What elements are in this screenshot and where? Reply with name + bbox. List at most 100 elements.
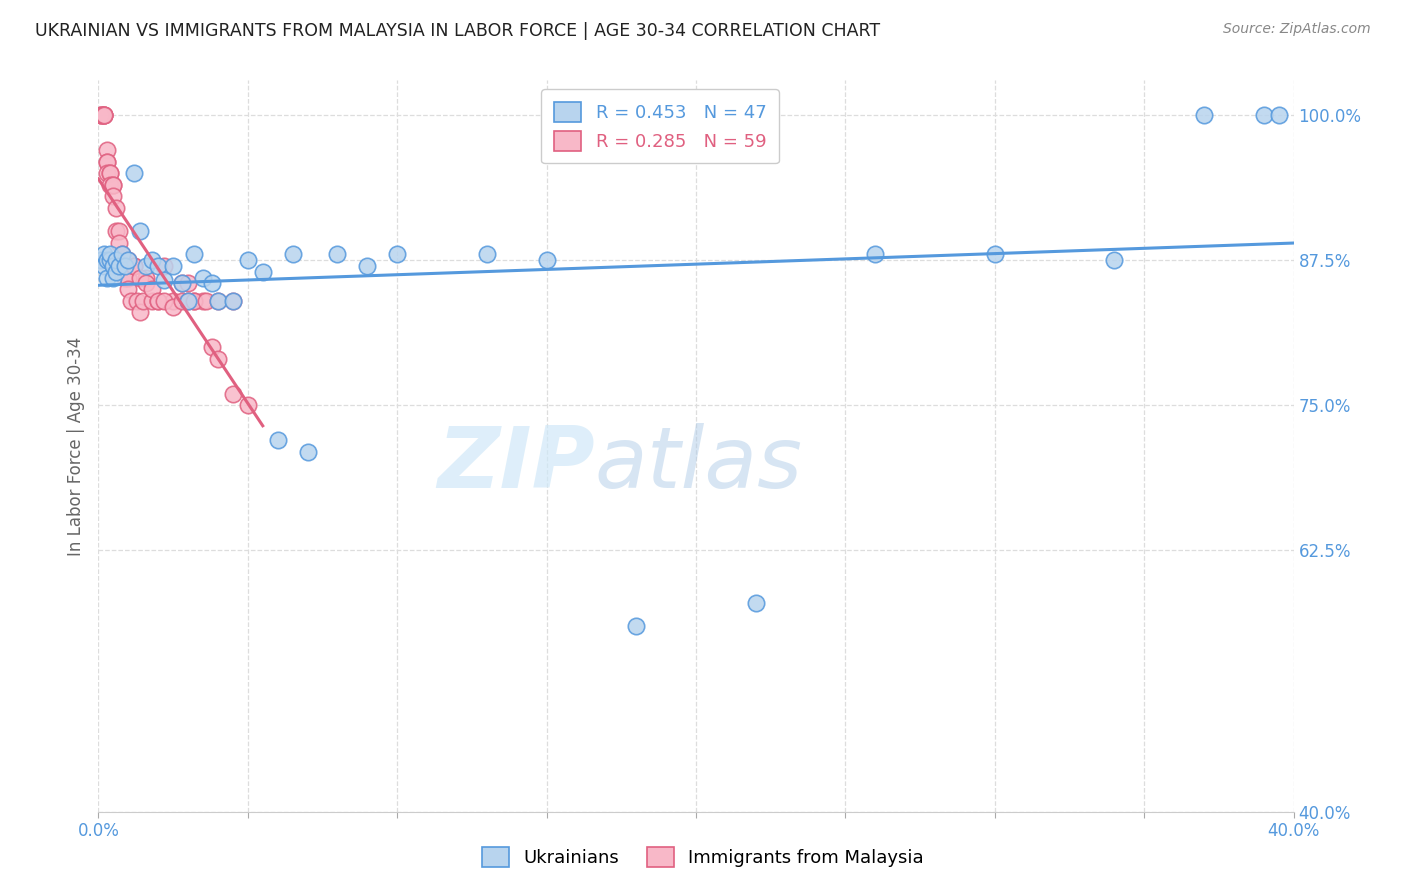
Point: [117, 270, 139, 285]
Text: ZIP: ZIP: [437, 423, 595, 506]
Point: [98, 253, 122, 268]
Point: [153, 293, 176, 308]
Point: [236, 398, 259, 412]
Legend: R = 0.453   N = 47, R = 0.285   N = 59: R = 0.453 N = 47, R = 0.285 N = 59: [541, 89, 779, 163]
Y-axis label: In Labor Force | Age 30-34: In Labor Force | Age 30-34: [66, 336, 84, 556]
Point: [105, 201, 128, 215]
Point: [153, 273, 176, 287]
Point: [111, 247, 134, 261]
Point: [172, 277, 194, 291]
Point: [90, 108, 112, 122]
Point: [207, 293, 229, 308]
Point: [93, 108, 115, 122]
Point: [96, 166, 118, 180]
Point: [108, 259, 131, 273]
Point: [90, 108, 112, 122]
Point: [98, 166, 122, 180]
Point: [98, 178, 122, 192]
Point: [191, 293, 214, 308]
Point: [201, 340, 224, 354]
Point: [984, 247, 1007, 261]
Point: [111, 259, 134, 273]
Point: [141, 293, 163, 308]
Point: [114, 270, 136, 285]
Point: [222, 386, 245, 401]
Point: [207, 293, 229, 308]
Point: [96, 143, 118, 157]
Point: [267, 433, 290, 447]
Point: [111, 247, 134, 261]
Point: [626, 619, 648, 633]
Point: [222, 293, 245, 308]
Point: [105, 224, 128, 238]
Point: [117, 282, 139, 296]
Point: [103, 259, 125, 273]
Point: [114, 259, 136, 273]
Point: [356, 259, 378, 273]
Point: [191, 270, 214, 285]
Point: [326, 247, 349, 261]
Point: [129, 270, 152, 285]
Point: [105, 253, 128, 268]
Point: [98, 166, 122, 180]
Point: [177, 277, 200, 291]
Point: [281, 247, 304, 261]
Point: [103, 178, 125, 192]
Point: [135, 259, 157, 273]
Point: [162, 259, 184, 273]
Point: [148, 293, 170, 308]
Point: [1104, 253, 1126, 268]
Point: [117, 253, 139, 268]
Point: [148, 293, 170, 308]
Point: [475, 247, 498, 261]
Point: [172, 277, 194, 291]
Point: [93, 259, 115, 273]
Point: [103, 189, 125, 203]
Point: [90, 108, 112, 122]
Point: [162, 293, 184, 308]
Point: [177, 293, 200, 308]
Point: [96, 154, 118, 169]
Point: [108, 224, 131, 238]
Point: [120, 293, 142, 308]
Point: [127, 293, 149, 308]
Point: [132, 293, 155, 308]
Point: [105, 265, 128, 279]
Point: [129, 224, 152, 238]
Point: [183, 247, 205, 261]
Point: [103, 270, 125, 285]
Point: [93, 108, 115, 122]
Point: [90, 253, 112, 268]
Point: [222, 293, 245, 308]
Point: [135, 277, 157, 291]
Point: [141, 282, 163, 296]
Text: UKRAINIAN VS IMMIGRANTS FROM MALAYSIA IN LABOR FORCE | AGE 30-34 CORRELATION CHA: UKRAINIAN VS IMMIGRANTS FROM MALAYSIA IN…: [35, 22, 880, 40]
Point: [93, 247, 115, 261]
Point: [207, 351, 229, 366]
Point: [183, 293, 205, 308]
Legend: Ukrainians, Immigrants from Malaysia: Ukrainians, Immigrants from Malaysia: [475, 839, 931, 874]
Text: Source: ZipAtlas.com: Source: ZipAtlas.com: [1223, 22, 1371, 37]
Point: [183, 293, 205, 308]
Point: [96, 253, 118, 268]
Point: [172, 293, 194, 308]
Point: [201, 277, 224, 291]
Point: [96, 270, 118, 285]
Point: [385, 247, 409, 261]
Point: [153, 259, 176, 273]
Point: [177, 293, 200, 308]
Point: [536, 253, 558, 268]
Point: [135, 270, 157, 285]
Point: [124, 166, 146, 180]
Point: [236, 253, 259, 268]
Point: [1253, 108, 1275, 122]
Point: [98, 247, 122, 261]
Point: [297, 445, 319, 459]
Point: [1192, 108, 1215, 122]
Point: [114, 259, 136, 273]
Point: [93, 108, 115, 122]
Point: [124, 259, 146, 273]
Point: [1267, 108, 1289, 122]
Point: [103, 178, 125, 192]
Point: [252, 265, 274, 279]
